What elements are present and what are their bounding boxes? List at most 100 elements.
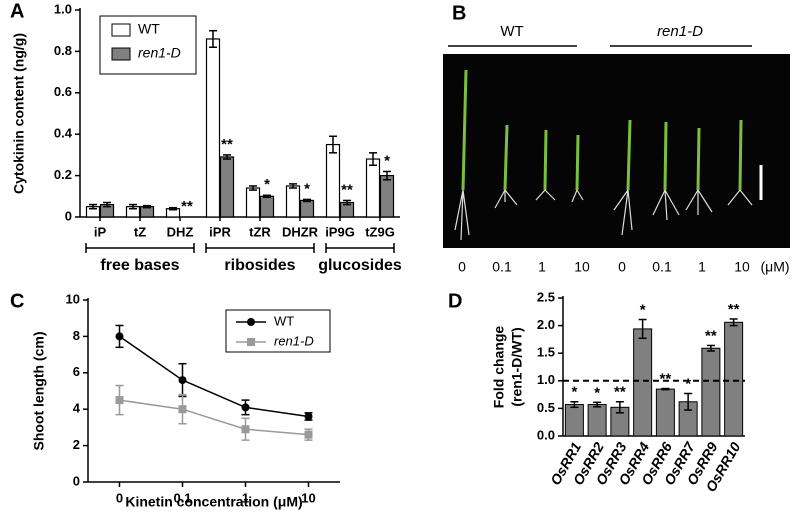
y-tick-label: 0.0 <box>537 427 555 442</box>
panel-label: A <box>10 0 24 22</box>
concentration-label: 1 <box>538 259 546 275</box>
bar <box>564 404 584 437</box>
significance: * <box>304 180 310 197</box>
group-label: glucosides <box>318 257 402 274</box>
x-tick-label: 1 <box>242 490 249 505</box>
y-tick-label: 2.5 <box>537 289 555 304</box>
roots <box>454 189 753 241</box>
x-tick-label: tZ <box>134 224 146 239</box>
bar <box>655 388 675 437</box>
legend-swatch <box>111 47 131 61</box>
unit-label: (μM) <box>760 259 789 275</box>
significance: ** <box>221 136 233 153</box>
x-tick-label: tZ9G <box>365 224 395 239</box>
seedlings <box>461 69 743 191</box>
y-axis-label: Shoot length (cm) <box>31 332 47 451</box>
legend-swatch <box>111 23 131 37</box>
y-tick-label: 0.6 <box>54 84 72 99</box>
x-tick-label: iP <box>94 224 107 239</box>
y-tick-label: 0.5 <box>537 400 555 415</box>
x-tick-label: 0.1 <box>173 490 191 505</box>
concentration-label: 0.1 <box>492 259 512 275</box>
significance: * <box>594 384 600 401</box>
significance: ** <box>705 327 717 344</box>
y-tick-label: 2.0 <box>537 317 555 332</box>
line <box>119 399 309 436</box>
marker <box>178 376 187 385</box>
significance: ** <box>660 370 672 387</box>
bar <box>245 187 261 218</box>
significance: ** <box>614 384 626 401</box>
group-label: ribosides <box>224 257 295 274</box>
bar <box>633 328 653 437</box>
bar <box>365 158 381 218</box>
marker <box>304 430 313 439</box>
x-tick-label: DHZR <box>282 224 319 239</box>
significance: * <box>685 375 691 392</box>
legend-label: WT <box>274 313 294 328</box>
marker <box>241 425 250 434</box>
x-tick-label: DHZ <box>167 224 194 239</box>
x-tick-label: iP9G <box>325 224 355 239</box>
bar <box>299 199 315 218</box>
group-label: ren1-D <box>657 23 703 40</box>
x-tick-label: 10 <box>301 490 315 505</box>
bar <box>587 404 607 437</box>
y-tick-label: 0.4 <box>54 126 73 141</box>
bar <box>379 175 395 218</box>
y-tick-label: 2 <box>73 437 80 452</box>
marker <box>115 332 124 341</box>
group-label: WT <box>500 23 523 40</box>
legend-box <box>99 15 197 75</box>
y-tick-label: 0.2 <box>54 167 72 182</box>
concentration-label: 0.1 <box>652 259 672 275</box>
significance: * <box>264 176 270 193</box>
bar <box>325 143 341 218</box>
legend-label: WT <box>138 21 160 37</box>
legend-label: ren1-D <box>274 333 314 348</box>
bar <box>724 321 744 437</box>
legend-marker <box>247 338 255 346</box>
legend-marker <box>247 318 255 326</box>
legend-label: ren1-D <box>138 45 181 61</box>
significance: * <box>640 301 646 318</box>
marker <box>304 412 313 421</box>
photo <box>443 54 790 248</box>
bar <box>701 347 721 437</box>
y-tick-label: 0.8 <box>54 43 72 58</box>
significance: ** <box>341 181 353 198</box>
y-tick-label: 1.5 <box>537 345 555 360</box>
concentration-label: 10 <box>734 259 750 275</box>
bar <box>259 195 275 218</box>
y-tick-label: 8 <box>73 328 80 343</box>
y-tick-label: 0 <box>73 473 80 488</box>
significance: ** <box>728 301 740 318</box>
significance: ** <box>181 198 193 215</box>
y-tick-label: 4 <box>73 401 81 416</box>
concentration-label: 0 <box>458 259 466 275</box>
marker <box>241 403 250 412</box>
concentration-label: 1 <box>698 259 706 275</box>
marker <box>115 396 124 405</box>
marker <box>178 405 187 414</box>
concentration-label: 0 <box>618 259 626 275</box>
y-tick-label: 1.0 <box>537 372 555 387</box>
bar <box>205 38 221 218</box>
group-label: free bases <box>100 257 179 274</box>
bar <box>219 156 235 218</box>
x-axis-label: Kinetin concentration (μM) <box>125 494 302 510</box>
y-axis-label: Cytokinin content (ng/g) <box>11 33 27 194</box>
concentration-label: 10 <box>574 259 590 275</box>
bar <box>285 185 301 218</box>
line <box>119 335 309 418</box>
y-tick-label: 0 <box>65 208 72 223</box>
y-tick-label: 1.0 <box>54 1 72 16</box>
panel-label: B <box>452 2 466 24</box>
y-axis-label: (ren1-D/WT) <box>509 327 525 406</box>
x-tick-label: iPR <box>209 224 231 239</box>
x-tick-label: 0 <box>116 490 123 505</box>
y-tick-label: 10 <box>66 291 80 306</box>
y-tick-label: 6 <box>73 364 80 379</box>
significance: * <box>384 152 390 169</box>
